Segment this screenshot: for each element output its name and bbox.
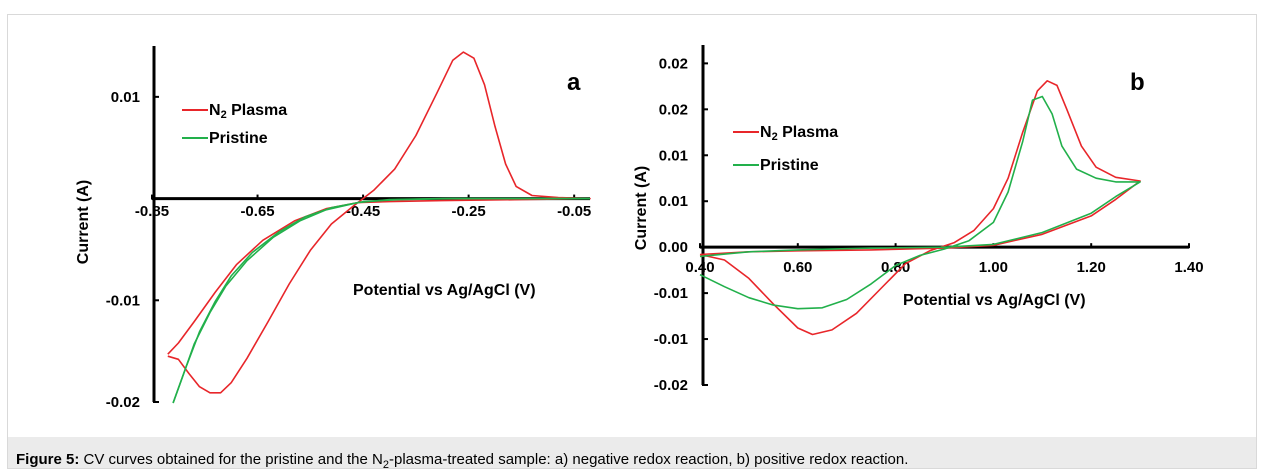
- x-tick-label: 1.40: [1174, 259, 1203, 276]
- caption-subscript: 2: [382, 459, 389, 471]
- y-axis-title: Current (A): [75, 180, 92, 264]
- series-line: [172, 197, 590, 404]
- y-tick-label: 0.02: [659, 101, 688, 118]
- x-tick-label: 0.60: [783, 259, 812, 276]
- x-tick-label: 0.40: [685, 259, 714, 276]
- x-tick-label: 1.20: [1077, 259, 1106, 276]
- legend-label: Pristine: [209, 130, 268, 147]
- x-tick-label: -0.25: [452, 203, 486, 220]
- series-line: [699, 95, 1141, 310]
- y-tick-label: 0.01: [659, 193, 688, 210]
- chart-panel-a: -0.85 -0.65 -0.45 -0.25 -0.05 0.01 -0.01 -0.02 P…: [75, 46, 591, 411]
- panel-label: a: [567, 69, 581, 96]
- y-tick-label: -0.02: [654, 377, 688, 394]
- caption-background: [8, 437, 1256, 468]
- y-axis-title: Current (A): [633, 166, 650, 250]
- x-tick-label: -0.85: [135, 203, 169, 220]
- x-axis-title: Potential vs Ag/AgCl (V): [353, 282, 536, 299]
- cv-charts: -0.85 -0.65 -0.45 -0.25 -0.05 0.01 -0.01 -0.02 P…: [75, 45, 1204, 411]
- y-tick-label: -0.02: [106, 394, 140, 411]
- y-tick-label: 0.00: [659, 239, 688, 256]
- figure-caption: Figure 5: CV curves obtained for the pri…: [16, 451, 908, 471]
- y-tick-label: -0.01: [654, 331, 688, 348]
- caption-text-after: -plasma-treated sample: a) negative redo…: [388, 451, 909, 468]
- x-tick-label: -0.65: [240, 203, 274, 220]
- legend-label: N2 Plasma: [209, 102, 287, 121]
- series-line: [699, 80, 1141, 336]
- legend-label: N2 Plasma: [760, 124, 838, 143]
- y-tick-label: -0.01: [106, 292, 140, 309]
- x-tick-label: -0.45: [346, 203, 380, 220]
- legend-label: Pristine: [760, 157, 819, 174]
- y-tick-label: -0.01: [654, 285, 688, 302]
- y-tick-label: 0.01: [659, 147, 688, 164]
- caption-text-before: CV curves obtained for the pristine and …: [79, 451, 383, 468]
- caption-label: Figure 5:: [16, 451, 80, 468]
- x-axis-title: Potential vs Ag/AgCl (V): [903, 292, 1086, 309]
- x-tick-label: 1.00: [979, 259, 1008, 276]
- figure-frame: [7, 14, 1257, 469]
- y-tick-label: 0.01: [111, 89, 140, 106]
- panel-label: b: [1130, 69, 1145, 96]
- series-line: [172, 197, 590, 404]
- y-tick-label: 0.02: [659, 55, 688, 72]
- x-tick-label: -0.05: [557, 203, 591, 220]
- chart-panel-b: 0.40 0.60 0.80 1.00 1.20 1.400.020.020.010.01…: [633, 45, 1204, 394]
